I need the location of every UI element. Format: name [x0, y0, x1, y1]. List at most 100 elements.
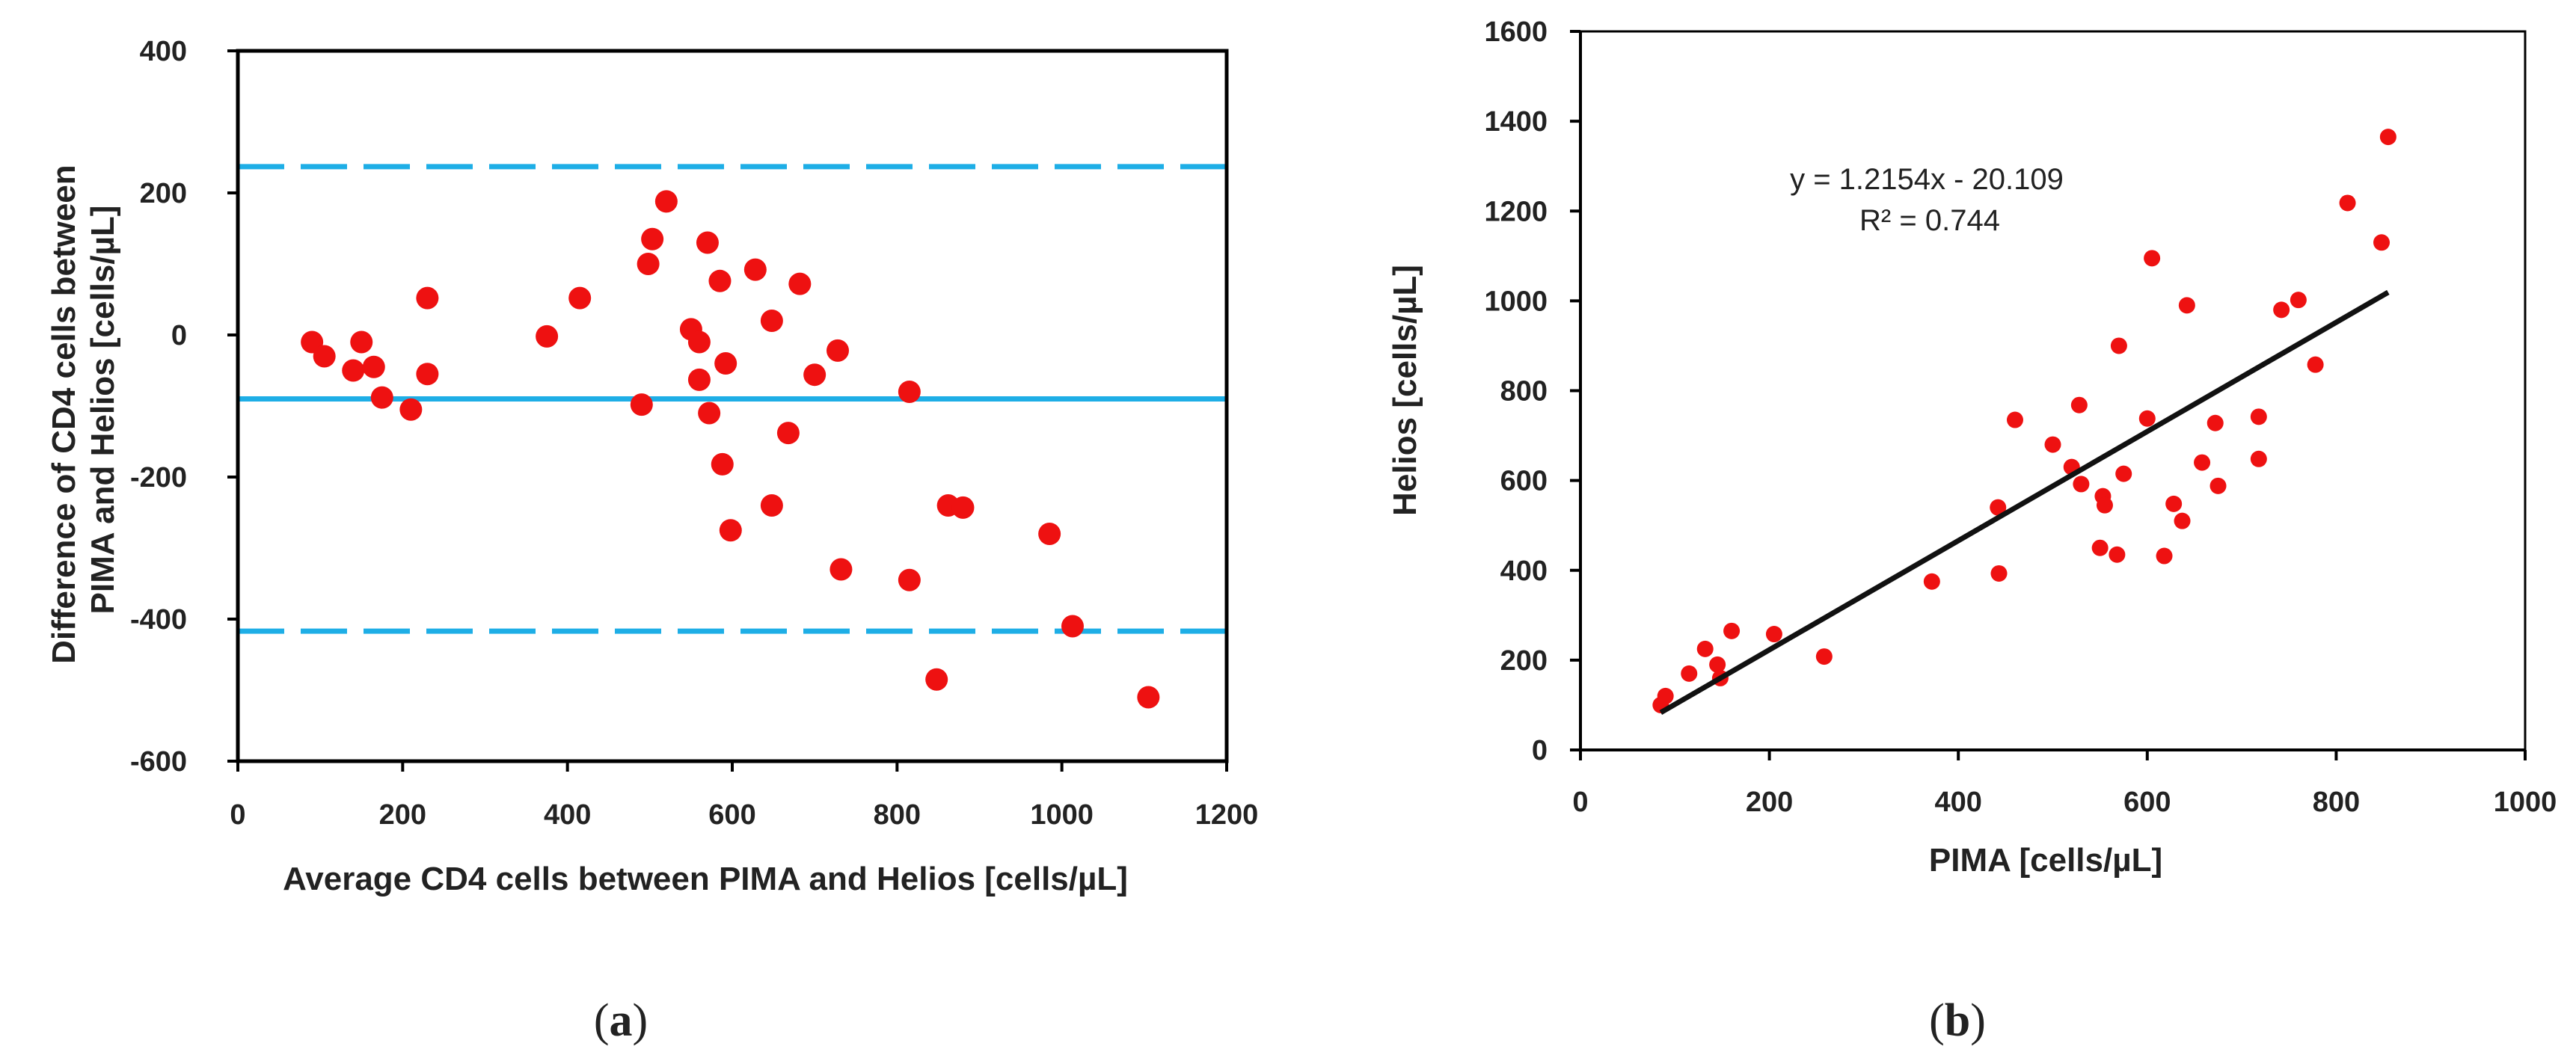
- panel-a-caption-letter: a: [610, 995, 633, 1046]
- b-data-point: [2178, 297, 2195, 314]
- b-data-point: [1709, 656, 1726, 673]
- b-data-point: [2096, 496, 2113, 514]
- a-data-point: [760, 310, 783, 332]
- a-data-point: [630, 393, 653, 416]
- a-data-point: [416, 286, 439, 310]
- a-data-point: [637, 253, 660, 275]
- a-y-tick-label: 400: [140, 36, 187, 67]
- a-x-axis-title: Average CD4 cells between PIMA and Helio…: [283, 861, 1128, 897]
- a-data-point: [951, 496, 975, 519]
- a-x-tick-label: 1000: [1030, 799, 1094, 831]
- a-data-point: [687, 330, 711, 354]
- a-reference-lines: [238, 164, 1227, 634]
- b-data-point: [2091, 539, 2109, 556]
- a-data-point: [788, 272, 812, 295]
- b-data-point: [2109, 546, 2126, 563]
- a-data-point: [714, 352, 737, 375]
- b-y-tick-label: 800: [1500, 376, 1548, 408]
- b-data-point: [2250, 408, 2267, 425]
- a-y-tick-label: 200: [140, 178, 187, 209]
- a-y-tick-label: -600: [130, 746, 187, 778]
- b-data-point: [2209, 477, 2227, 494]
- b-data-point: [2290, 292, 2307, 309]
- a-y-tick-label: -200: [130, 462, 187, 493]
- a-data-point: [1137, 686, 1160, 709]
- a-data-point: [416, 363, 439, 386]
- a-data-point: [708, 269, 732, 292]
- b-data-point: [2156, 547, 2173, 565]
- b-data-point: [1923, 573, 1940, 590]
- a-y-axis-title-line-2: PIMA and Helios [cells/µL]: [85, 206, 121, 615]
- b-r-squared: R² = 0.744: [1859, 204, 2000, 237]
- b-data-point: [1990, 565, 2008, 582]
- a-data-point: [654, 190, 678, 213]
- a-x-tick-label: 200: [379, 799, 426, 831]
- b-data-point: [2115, 465, 2132, 482]
- b-data-point: [1657, 687, 1674, 704]
- a-data-point: [829, 558, 853, 581]
- a-data-point: [696, 231, 719, 254]
- b-y-axis-title: Helios [cells/µL]: [1387, 265, 1423, 516]
- panel-b-caption-letter: b: [1945, 995, 1970, 1046]
- a-data-point: [1038, 523, 1061, 545]
- b-x-axis-title: PIMA [cells/µL]: [1929, 842, 2162, 879]
- b-y-tick-label: 1200: [1484, 196, 1548, 227]
- panel-b-caption: (b): [1929, 995, 1986, 1046]
- b-data-point: [2144, 250, 2161, 267]
- a-x-tick-label: 0: [230, 799, 245, 831]
- b-y-tick-label: 0: [1532, 735, 1548, 766]
- a-x-tick-label: 600: [708, 799, 755, 831]
- b-x-tick-label: 0: [1572, 787, 1588, 818]
- b-data-point: [2138, 410, 2156, 427]
- a-y-tick-label: 0: [171, 320, 187, 351]
- panel-a-caption: (a): [594, 995, 648, 1046]
- b-x-tick-label: 400: [1934, 787, 1981, 818]
- a-x-tick-label: 800: [874, 799, 921, 831]
- b-data-point: [2174, 512, 2191, 529]
- a-data-point: [370, 386, 393, 409]
- a-x-tick-label: 400: [544, 799, 591, 831]
- a-data-point: [776, 422, 800, 445]
- a-data-point: [399, 398, 423, 421]
- b-data-point: [2165, 495, 2183, 512]
- a-y-axis-ticks: -600 -400 -200 0 200 400: [130, 36, 238, 778]
- b-y-tick-label: 400: [1500, 556, 1548, 587]
- b-data-points: [1652, 129, 2396, 713]
- a-data-point: [760, 494, 783, 517]
- b-regression-equation: y = 1.2154x - 20.109: [1790, 163, 2064, 196]
- b-y-tick-label: 1000: [1484, 286, 1548, 317]
- b-data-point: [1815, 648, 1833, 665]
- a-x-axis-ticks: 0 200 400 600 800 1000 1200: [230, 761, 1258, 831]
- b-x-tick-label: 800: [2313, 787, 2360, 818]
- a-data-point: [313, 345, 336, 368]
- b-data-point: [1765, 626, 1782, 643]
- b-x-axis-ticks: 0 200 400 600 800 1000: [1572, 750, 2557, 818]
- panel-a-bland-altman-plot: -600 -400 -200 0 200 400 0 200 400 600 800 1000 120…: [46, 36, 1258, 897]
- b-data-point: [2373, 234, 2391, 251]
- b-trendline: [1659, 289, 2390, 716]
- b-x-tick-label: 1000: [2494, 787, 2557, 818]
- b-data-point: [2110, 337, 2127, 354]
- b-data-point: [2070, 396, 2088, 413]
- b-data-point: [2044, 436, 2061, 453]
- a-data-points: [301, 190, 1160, 709]
- b-data-point: [2006, 411, 2023, 428]
- a-y-tick-label: -400: [130, 604, 187, 636]
- a-data-point: [711, 452, 734, 476]
- a-data-point: [362, 355, 385, 378]
- a-data-point: [568, 286, 592, 310]
- b-y-tick-label: 1400: [1484, 106, 1548, 138]
- b-y-tick-label: 200: [1500, 645, 1548, 677]
- b-data-point: [1990, 499, 2007, 516]
- b-data-point: [2207, 414, 2224, 431]
- a-data-point: [1061, 615, 1084, 638]
- a-data-point: [342, 359, 365, 382]
- a-data-point: [536, 325, 559, 348]
- b-x-tick-label: 200: [1746, 787, 1793, 818]
- a-data-point: [925, 668, 948, 691]
- a-y-axis-title: Difference of CD4 cells between PIMA and…: [46, 156, 121, 664]
- a-data-point: [898, 568, 921, 591]
- b-data-point: [2273, 301, 2290, 319]
- b-data-point: [2339, 194, 2356, 212]
